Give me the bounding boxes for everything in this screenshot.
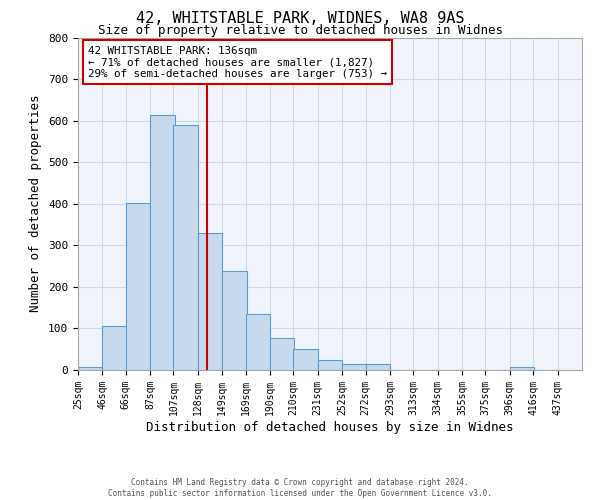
Bar <box>365 364 390 370</box>
Y-axis label: Number of detached properties: Number of detached properties <box>29 95 43 312</box>
Bar <box>510 367 534 370</box>
Bar <box>198 233 223 370</box>
Text: 42, WHITSTABLE PARK, WIDNES, WA8 9AS: 42, WHITSTABLE PARK, WIDNES, WA8 9AS <box>136 11 464 26</box>
Text: 42 WHITSTABLE PARK: 136sqm
← 71% of detached houses are smaller (1,827)
29% of s: 42 WHITSTABLE PARK: 136sqm ← 71% of deta… <box>88 46 387 79</box>
Bar <box>270 338 295 370</box>
Text: Contains HM Land Registry data © Crown copyright and database right 2024.
Contai: Contains HM Land Registry data © Crown c… <box>108 478 492 498</box>
Bar <box>342 364 367 370</box>
Bar <box>150 115 175 370</box>
Bar <box>245 314 270 370</box>
Bar <box>318 360 342 370</box>
Bar <box>126 203 150 370</box>
Bar <box>78 367 103 370</box>
Text: Size of property relative to detached houses in Widnes: Size of property relative to detached ho… <box>97 24 503 37</box>
Bar <box>223 272 247 370</box>
Bar <box>103 326 127 370</box>
X-axis label: Distribution of detached houses by size in Widnes: Distribution of detached houses by size … <box>146 420 514 434</box>
Bar <box>293 349 318 370</box>
Bar <box>173 125 198 370</box>
